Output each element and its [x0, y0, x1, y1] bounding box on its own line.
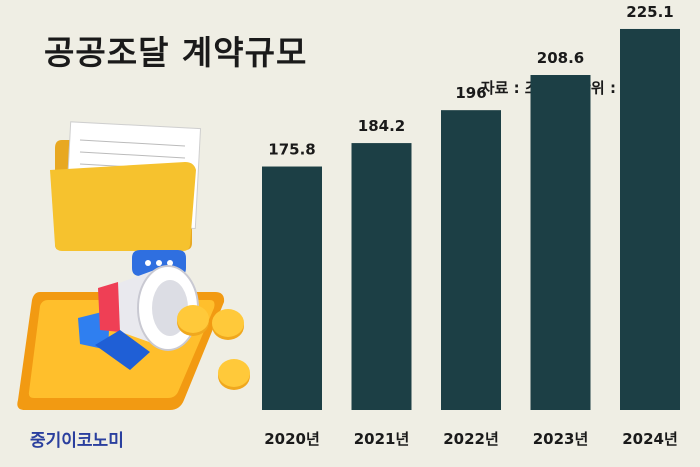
data-label-4: 225.1: [626, 3, 673, 21]
data-label-3: 208.6: [537, 49, 584, 67]
coin-icon: [177, 305, 250, 390]
category-label-4: 2024년: [622, 430, 678, 448]
data-label-2: 196: [455, 84, 486, 102]
megaphone-icon: [78, 265, 199, 370]
category-label-0: 2020년: [264, 430, 320, 448]
bar-4: [620, 28, 680, 410]
data-label-1: 184.2: [358, 117, 405, 135]
chart-title: 공공조달 계약규모: [44, 33, 308, 72]
category-label-2: 2022년: [443, 430, 499, 448]
bar-0: [262, 166, 322, 410]
category-label-3: 2023년: [533, 430, 589, 448]
category-label-1: 2021년: [354, 430, 410, 448]
folder-icon: [50, 121, 202, 251]
bar-2: [441, 110, 501, 410]
bar-3: [530, 75, 591, 411]
bar-1: [351, 143, 412, 410]
data-label-0: 175.8: [268, 141, 315, 159]
brand-logo-text: 중기이코노미: [30, 431, 124, 451]
procurement-illustration: [17, 121, 250, 410]
